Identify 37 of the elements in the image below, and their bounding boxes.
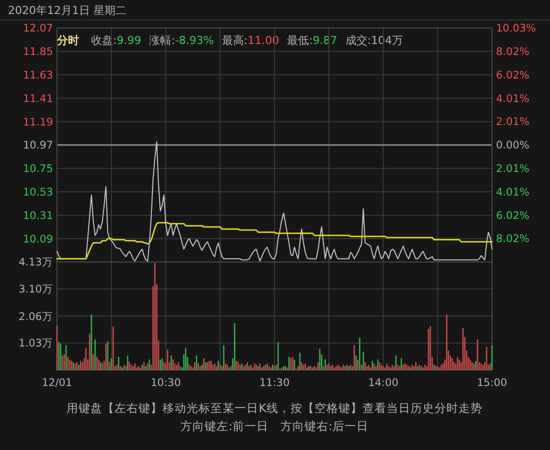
annotation: 最高:11.00	[222, 34, 280, 47]
text: 用键盘【左右键】移动光标至某一日K线，按【空格键】查看当日历史分时走势	[66, 401, 482, 415]
y2-tick-label: 4.01%	[496, 92, 530, 105]
y2-tick-label: 6.02%	[496, 210, 530, 222]
y2-tick-label: 6.02%	[496, 69, 530, 82]
text: 分时	[56, 34, 79, 47]
y2-tick-label: 2.01%	[496, 163, 530, 176]
x-tick-label: 10:30	[150, 377, 181, 389]
annotation: 收盘:9.99	[91, 34, 142, 47]
y-tick-label: 12.07	[22, 22, 53, 35]
y-tick-label: 10.75	[22, 163, 53, 176]
y-tick-label: 10.09	[22, 233, 53, 246]
y-tick-label: 1.03万	[18, 338, 53, 350]
x-tick-label: 14:00	[368, 377, 398, 389]
y-tick-label: 11.41	[22, 92, 53, 105]
y-tick-label: 11.63	[22, 69, 53, 82]
x-tick-label: 11:30	[259, 377, 290, 389]
y-tick-label: 11.85	[22, 46, 53, 58]
y-tick-label: 3.10万	[18, 284, 53, 296]
y-tick-label: 4.13万	[18, 256, 53, 269]
y2-tick-label: 10.03%	[496, 22, 536, 35]
y-tick-label: 10.31	[22, 210, 53, 222]
x-tick-label: 15:00	[476, 377, 508, 389]
y-tick-label: 10.53	[22, 186, 53, 198]
line-series	[56, 141, 492, 262]
y-tick-label: 10.97	[22, 140, 53, 152]
y2-tick-label: 8.02%	[496, 233, 530, 246]
y2-tick-label: 8.02%	[496, 46, 530, 58]
y-tick-label: 2.06万	[18, 310, 53, 323]
x-tick-label: 12/01	[42, 377, 72, 389]
line-series	[56, 222, 493, 260]
y-tick-label: 11.19	[22, 116, 53, 128]
y2-tick-label: 0.00%	[496, 140, 530, 152]
chart-title: 2020年12月1日 星期二	[8, 4, 126, 17]
text: 方向键左:前一日 方向键右:后一日	[180, 419, 368, 433]
y2-tick-label: 4.01%	[496, 186, 530, 198]
y2-tick-label: 2.01%	[496, 116, 530, 128]
